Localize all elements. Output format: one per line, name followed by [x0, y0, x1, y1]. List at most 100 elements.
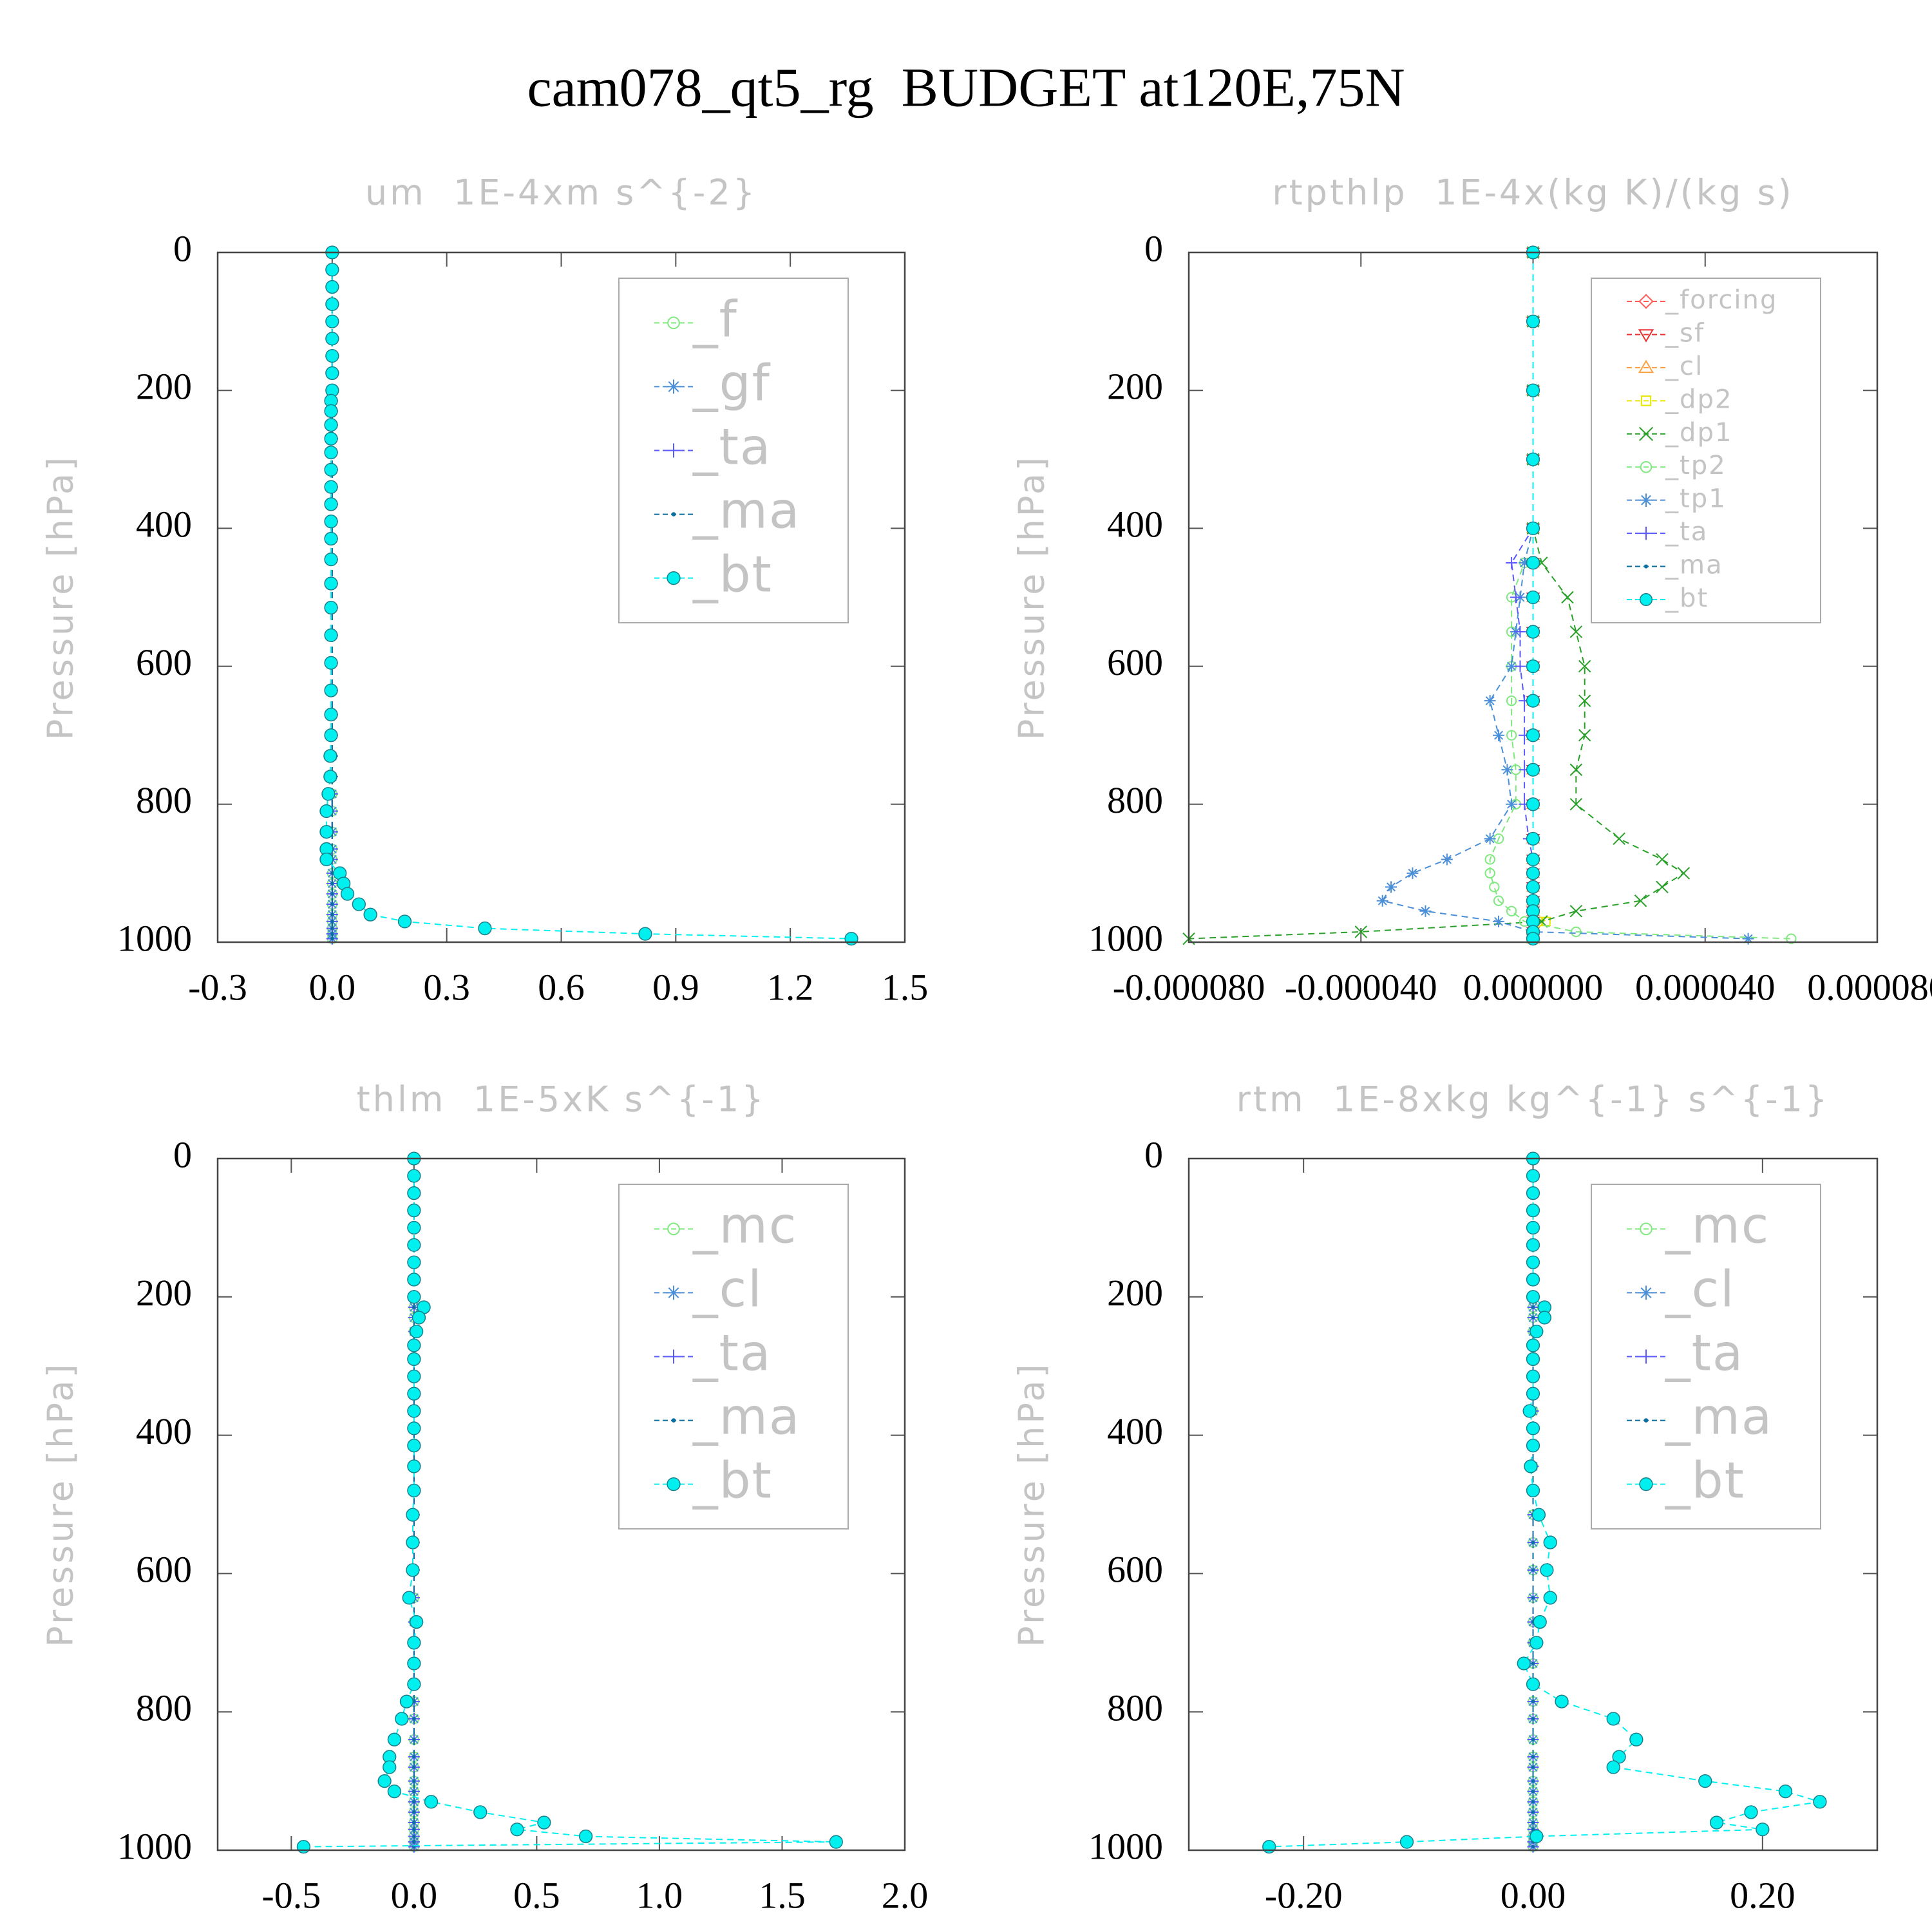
x-tick-label: 0.000080: [1807, 966, 1932, 1008]
marker: [319, 852, 334, 867]
marker: [537, 1815, 551, 1830]
marker: [324, 600, 338, 615]
marker: [1569, 763, 1583, 776]
marker: [1506, 660, 1518, 672]
marker: [1526, 1169, 1540, 1183]
legend-label: _tp1: [1665, 484, 1727, 514]
marker: [330, 882, 334, 886]
marker: [1526, 1186, 1540, 1200]
legend-label: _cl: [1665, 352, 1703, 381]
marker: [1561, 591, 1574, 604]
marker: [1506, 798, 1518, 810]
marker: [1519, 556, 1531, 569]
marker: [407, 1369, 421, 1383]
marker: [319, 824, 334, 839]
x-tick-label: 0.000040: [1635, 966, 1776, 1008]
y-tick-label: 600: [1107, 1549, 1163, 1591]
legend-label: _bt: [692, 546, 773, 604]
marker: [330, 932, 334, 936]
marker: [412, 1779, 416, 1783]
legend-label: _dp2: [1665, 384, 1733, 414]
marker: [412, 1840, 416, 1844]
legend-label: _ta: [1665, 517, 1708, 547]
y-tick-label: 200: [136, 1272, 192, 1314]
panel-title: um 1E-4xm s^{-2}: [365, 173, 757, 213]
marker: [1744, 1805, 1758, 1819]
marker: [1569, 905, 1583, 918]
y-tick-label: 0: [173, 1133, 192, 1175]
y-tick-label: 0: [1144, 1133, 1163, 1175]
marker: [1526, 383, 1540, 397]
marker: [667, 571, 681, 585]
marker: [1537, 1311, 1551, 1325]
marker: [1526, 625, 1540, 639]
marker: [1493, 729, 1505, 741]
figure-title: cam078_qt5_rg BUDGET at120E,75N: [527, 57, 1405, 118]
marker: [1606, 1712, 1620, 1726]
x-tick-label: -0.20: [1265, 1874, 1343, 1916]
marker: [1506, 695, 1517, 706]
marker: [352, 897, 366, 911]
legend-label: _cl: [692, 1260, 763, 1318]
marker: [1540, 1563, 1554, 1577]
legend-label: _mc: [1665, 1197, 1770, 1255]
marker: [1501, 764, 1513, 776]
marker: [412, 1305, 416, 1309]
marker: [325, 366, 339, 381]
legend-label: _sf: [1665, 318, 1705, 348]
marker: [406, 1508, 420, 1522]
y-tick-label: 800: [136, 779, 192, 821]
marker: [407, 1238, 421, 1252]
legend-label: _tp2: [1665, 451, 1727, 480]
x-tick-label: -0.000040: [1285, 966, 1437, 1008]
x-tick-label: -0.3: [188, 966, 247, 1008]
marker: [407, 1636, 421, 1650]
y-tick-label: 400: [136, 1410, 192, 1452]
marker: [1629, 1732, 1643, 1747]
marker: [340, 887, 355, 901]
marker: [1526, 1290, 1540, 1304]
x-tick-label: 0.6: [538, 966, 585, 1008]
marker: [1522, 1404, 1537, 1418]
y-tick-label: 400: [1107, 504, 1163, 545]
plot-area: [1262, 1151, 1827, 1854]
marker: [1526, 728, 1540, 743]
marker: [1526, 1677, 1540, 1691]
marker: [667, 443, 681, 458]
marker: [1526, 762, 1540, 777]
marker: [330, 913, 334, 916]
marker: [1531, 1844, 1535, 1849]
marker: [1531, 1790, 1535, 1794]
y-tick-label: 200: [136, 366, 192, 408]
marker: [667, 1349, 681, 1364]
marker: [1526, 1220, 1540, 1235]
legend-label: _ma: [1665, 1388, 1773, 1446]
y-tick-label: 800: [1107, 1687, 1163, 1729]
x-tick-label: 0.000000: [1463, 966, 1604, 1008]
y-tick-label: 1000: [1088, 1825, 1163, 1867]
marker: [325, 297, 339, 311]
marker: [1526, 1421, 1540, 1435]
marker: [1526, 1439, 1540, 1453]
x-tick-label: 1.0: [636, 1874, 683, 1916]
marker: [325, 314, 339, 328]
marker: [1531, 1779, 1535, 1783]
marker: [667, 316, 680, 330]
marker: [407, 1421, 421, 1435]
marker: [395, 1712, 409, 1726]
y-tick-label: 1000: [1088, 917, 1163, 959]
marker: [407, 1677, 421, 1691]
marker: [387, 1785, 402, 1799]
marker: [1639, 592, 1653, 606]
y-tick-label: 0: [1144, 227, 1163, 269]
marker: [1531, 1800, 1535, 1804]
marker: [324, 707, 338, 722]
marker: [667, 1477, 681, 1492]
marker: [1526, 866, 1540, 880]
marker: [325, 349, 339, 363]
legend-label: _ta: [1665, 1325, 1744, 1383]
marker: [1526, 314, 1540, 328]
marker: [323, 749, 337, 763]
marker: [1526, 694, 1540, 708]
marker: [1578, 728, 1591, 742]
